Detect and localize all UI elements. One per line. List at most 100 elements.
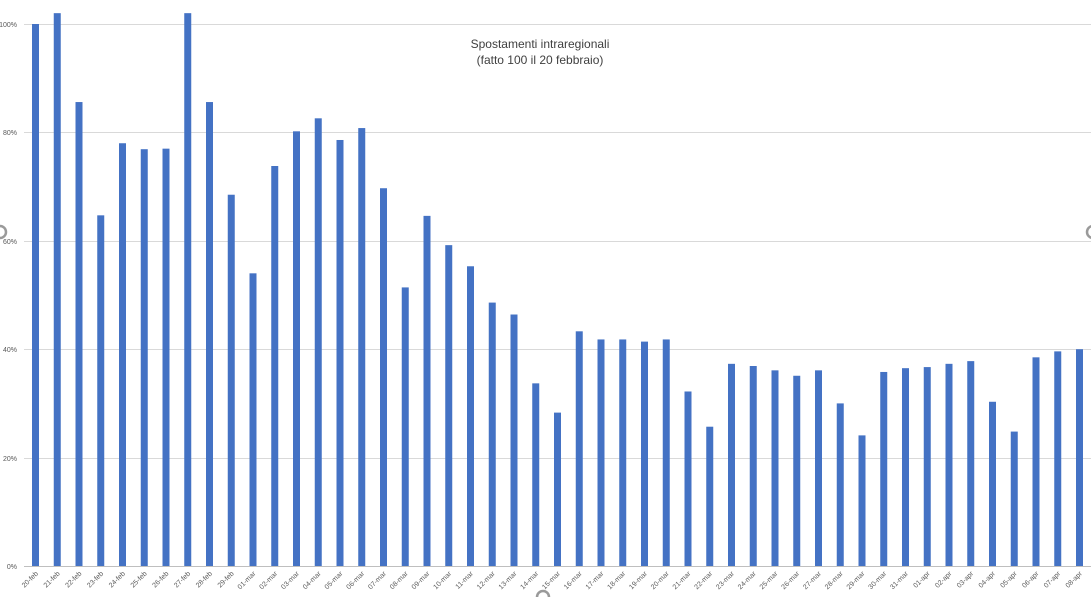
bar	[467, 266, 474, 566]
bar	[314, 118, 322, 566]
bar	[119, 143, 126, 567]
bar	[227, 194, 235, 567]
bar	[1032, 357, 1040, 566]
bar	[923, 367, 931, 566]
bar	[32, 24, 39, 566]
bar	[771, 370, 779, 566]
x-tick-label: 31-mar	[889, 570, 910, 591]
bar	[1076, 349, 1083, 566]
y-tick-label: 20%	[3, 456, 17, 463]
bar	[206, 102, 213, 567]
x-tick-label: 03-mar	[280, 570, 301, 591]
bar	[684, 391, 692, 566]
x-tick-label: 28-feb	[195, 570, 214, 589]
bar	[728, 363, 735, 566]
x-tick-label: 04-mar	[302, 570, 323, 591]
x-tick-label: 25-feb	[130, 570, 149, 589]
x-tick-label: 17-mar	[585, 570, 606, 591]
bar	[1010, 431, 1018, 566]
x-tick-label: 06-mar	[346, 570, 367, 591]
x-tick-label: 07-mar	[367, 570, 388, 591]
bar	[401, 287, 409, 566]
x-tick-label: 03-apr	[956, 570, 976, 590]
bar	[858, 435, 866, 566]
bar	[793, 375, 801, 566]
bar	[162, 148, 170, 566]
x-tick-label: 06-apr	[1021, 570, 1041, 590]
bar	[140, 149, 148, 566]
x-tick-label: 07-apr	[1043, 570, 1063, 590]
bar	[662, 339, 670, 566]
x-tick-label: 08-apr	[1065, 570, 1085, 590]
bar	[554, 412, 561, 566]
bar	[619, 339, 627, 566]
bar	[75, 102, 83, 567]
bar	[575, 331, 583, 566]
y-axis-ticks: 0% 20% 40% 60% 80% 100%	[0, 22, 17, 571]
x-tick-label: 02-mar	[259, 570, 280, 591]
y-tick-label: 0%	[7, 564, 17, 571]
bar	[97, 215, 105, 566]
bar	[945, 363, 953, 566]
bar	[1054, 351, 1062, 566]
bar	[488, 302, 496, 566]
resize-handle-left[interactable]	[0, 224, 8, 240]
bar	[815, 370, 822, 566]
bar	[271, 166, 279, 566]
bar	[249, 273, 257, 566]
y-tick-label: 100%	[0, 22, 17, 29]
y-tick-label: 60%	[3, 239, 17, 246]
x-tick-label: 04-apr	[978, 570, 998, 590]
x-tick-label: 27-feb	[173, 570, 192, 589]
resize-handle-bottom[interactable]	[535, 589, 551, 597]
x-tick-label: 09-mar	[411, 570, 432, 591]
x-tick-label: 19-mar	[628, 570, 649, 591]
x-tick-label: 22-feb	[64, 570, 83, 589]
bar	[902, 368, 909, 566]
x-tick-label: 14-mar	[520, 570, 541, 591]
bar	[445, 245, 453, 566]
x-tick-label: 21-mar	[672, 570, 693, 591]
bar	[380, 188, 387, 567]
bar	[510, 314, 518, 566]
x-tick-label: 29-feb	[217, 570, 236, 589]
chart-title-line-2: (fatto 100 il 20 febbraio)	[477, 53, 604, 67]
x-tick-label: 11-mar	[455, 570, 476, 591]
bar	[53, 13, 61, 567]
bar	[989, 401, 996, 566]
bar	[597, 339, 605, 566]
resize-handle-right[interactable]	[1085, 225, 1091, 239]
bar	[293, 131, 300, 566]
x-tick-label: 29-mar	[846, 570, 867, 591]
x-tick-label: 20-feb	[21, 570, 40, 589]
x-tick-label: 20-mar	[650, 570, 671, 591]
x-tick-label: 15-mar	[541, 570, 562, 591]
bar	[749, 366, 757, 566]
x-tick-label: 26-feb	[151, 570, 170, 589]
x-tick-label: 18-mar	[607, 570, 628, 591]
x-tick-label: 01-apr	[912, 570, 932, 590]
x-tick-label: 10-mar	[433, 570, 454, 591]
x-tick-label: 30-mar	[868, 570, 889, 591]
chart-title-line-1: Spostamenti intraregionali	[471, 37, 610, 51]
bar	[706, 426, 714, 566]
x-tick-label: 23-mar	[715, 570, 736, 591]
x-axis-ticks: 20-feb 21-feb 22-feb 23-feb 24-feb 25-feb 26-f…	[21, 570, 1084, 591]
x-tick-label: 05-apr	[999, 570, 1019, 590]
bar	[532, 383, 540, 566]
y-tick-label: 80%	[3, 130, 17, 137]
bar	[967, 361, 975, 566]
x-tick-label: 22-mar	[694, 570, 715, 591]
bar	[836, 403, 844, 566]
x-tick-label: 05-mar	[324, 570, 345, 591]
x-tick-label: 08-mar	[389, 570, 410, 591]
bar	[423, 215, 431, 566]
x-tick-label: 27-mar	[802, 570, 823, 591]
x-tick-label: 24-feb	[108, 570, 127, 589]
x-tick-label: 26-mar	[781, 570, 802, 591]
bar	[641, 341, 648, 566]
x-tick-label: 24-mar	[737, 570, 758, 591]
y-tick-label: 40%	[3, 347, 17, 354]
x-tick-label: 16-mar	[563, 570, 584, 591]
